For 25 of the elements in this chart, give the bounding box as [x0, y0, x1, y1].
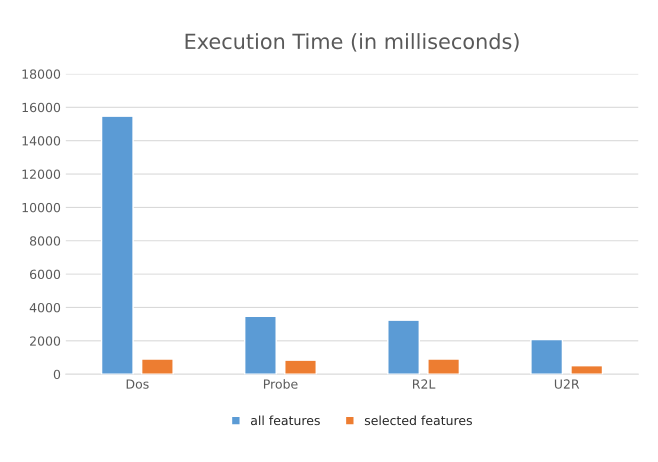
y-tick-label: 2000	[30, 336, 60, 346]
y-tick-label: 10000	[22, 202, 60, 212]
legend-label: selected features	[364, 416, 472, 426]
y-tick-label: 12000	[22, 169, 60, 179]
x-tick-label: Probe	[264, 379, 298, 389]
legend-label: all features	[250, 416, 320, 426]
x-tick-label: Dos	[126, 379, 149, 389]
bar	[427, 358, 460, 374]
y-tick-label: 6000	[30, 270, 60, 280]
bar	[100, 115, 134, 374]
y-tick-label: 18000	[22, 69, 60, 79]
bar	[244, 316, 277, 374]
y-tick-label: 16000	[22, 102, 60, 112]
bar	[284, 360, 317, 374]
bar	[387, 319, 420, 374]
bar	[530, 338, 564, 374]
y-tick-label: 4000	[30, 302, 60, 312]
chart-title: Execution Time (in milliseconds)	[186, 33, 519, 52]
x-tick-label: R2L	[413, 379, 436, 389]
bar	[570, 365, 604, 374]
y-tick-label: 8000	[30, 236, 60, 246]
y-tick-label: 14000	[22, 136, 60, 146]
y-tick-label: 0	[54, 370, 60, 380]
x-tick-label: U2R	[554, 379, 580, 389]
bar	[140, 358, 174, 374]
